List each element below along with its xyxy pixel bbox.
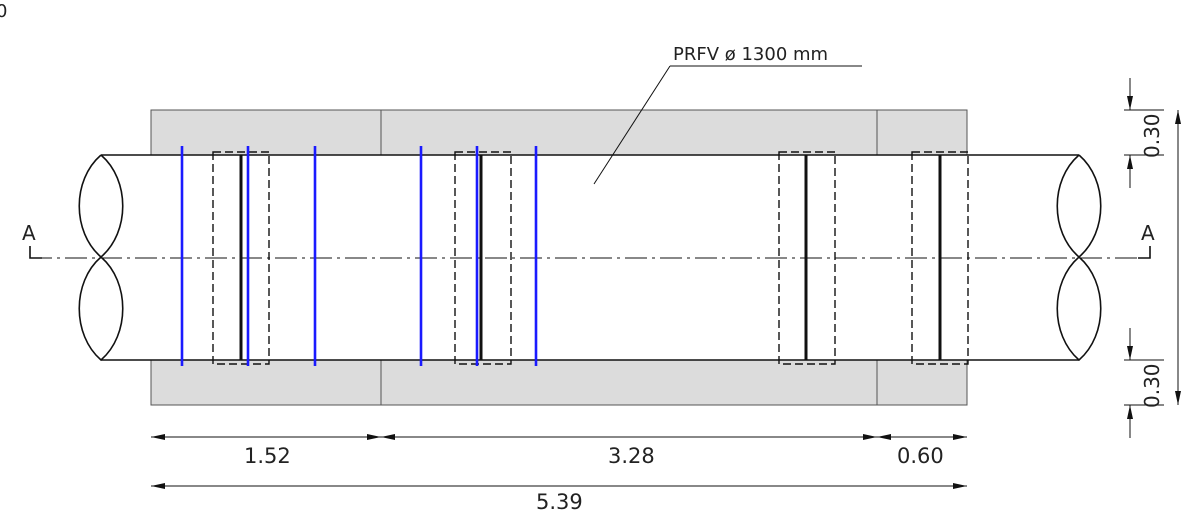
joint-center-lines xyxy=(239,155,942,360)
vdim-label-top: 0.30 xyxy=(1140,113,1164,158)
section-label-right: A xyxy=(1141,221,1155,245)
horizontal-dimensions xyxy=(151,434,967,489)
section-line: A A xyxy=(22,221,1155,259)
dim-label-seg2: 3.28 xyxy=(608,444,655,468)
dim-label-seg3: 0.60 xyxy=(897,444,944,468)
section-mark-right xyxy=(1138,246,1151,259)
corner-label: 0 xyxy=(0,1,7,22)
pipe-label-group: PRFV ø 1300 mm xyxy=(593,44,862,185)
pipe-label-leader xyxy=(593,65,671,185)
pipe-break-left xyxy=(78,154,124,362)
joint-box-2 xyxy=(454,151,512,365)
joint-box-4 xyxy=(911,151,969,365)
section-label-left: A xyxy=(22,221,36,245)
blue-lines xyxy=(180,146,538,366)
section-mark-left xyxy=(29,246,42,259)
vdim-label-bottom: 0.30 xyxy=(1140,363,1164,408)
pipe-label: PRFV ø 1300 mm xyxy=(673,44,828,65)
dim-label-total: 5.39 xyxy=(536,490,583,512)
dim-label-seg1: 1.52 xyxy=(244,444,291,468)
pipe-break-right xyxy=(1056,154,1102,362)
joint-box-3 xyxy=(778,151,836,365)
vertical-dimensions xyxy=(1124,78,1181,438)
pipe-joints xyxy=(212,151,969,365)
joint-box-1 xyxy=(212,151,270,365)
